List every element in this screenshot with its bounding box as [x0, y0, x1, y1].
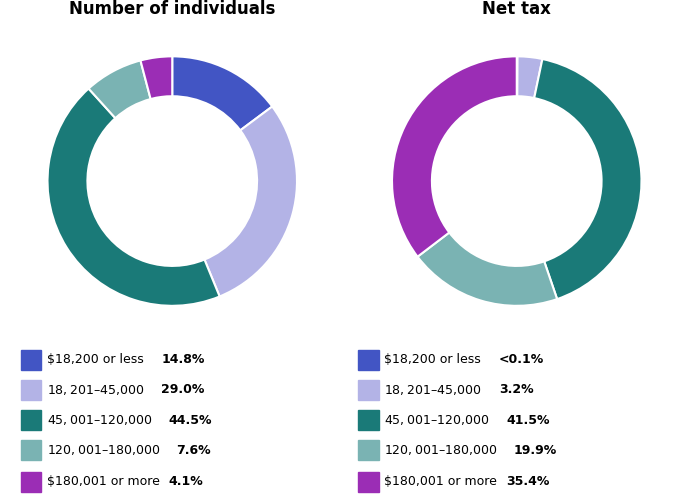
- Text: $180,001 or more: $180,001 or more: [384, 475, 502, 488]
- Text: $45,001–$120,000: $45,001–$120,000: [384, 413, 491, 427]
- Text: $18,200 or less: $18,200 or less: [47, 353, 147, 366]
- Text: 14.8%: 14.8%: [161, 353, 205, 366]
- Text: 3.2%: 3.2%: [499, 383, 534, 396]
- Wedge shape: [205, 107, 297, 296]
- Wedge shape: [392, 56, 517, 257]
- Wedge shape: [172, 56, 272, 130]
- Wedge shape: [48, 89, 220, 306]
- Text: $45,001–$120,000: $45,001–$120,000: [47, 413, 153, 427]
- Text: 35.4%: 35.4%: [506, 475, 550, 488]
- Text: $18,200 or less: $18,200 or less: [384, 353, 485, 366]
- Text: 29.0%: 29.0%: [161, 383, 205, 396]
- Title: Number of individuals: Number of individuals: [69, 0, 276, 18]
- Wedge shape: [517, 56, 542, 98]
- Text: 44.5%: 44.5%: [169, 413, 212, 427]
- Wedge shape: [141, 56, 172, 99]
- Text: 41.5%: 41.5%: [506, 413, 550, 427]
- Wedge shape: [534, 59, 641, 299]
- Title: Net tax: Net tax: [482, 0, 551, 18]
- Text: 7.6%: 7.6%: [176, 444, 211, 457]
- Wedge shape: [418, 232, 557, 306]
- Wedge shape: [89, 60, 151, 118]
- Text: $120,001–$180,000: $120,001–$180,000: [47, 443, 161, 457]
- Text: 19.9%: 19.9%: [514, 444, 557, 457]
- Text: $18,201–$45,000: $18,201–$45,000: [47, 383, 145, 397]
- Text: 4.1%: 4.1%: [169, 475, 204, 488]
- Text: $18,201–$45,000: $18,201–$45,000: [384, 383, 482, 397]
- Text: $180,001 or more: $180,001 or more: [47, 475, 164, 488]
- Text: <0.1%: <0.1%: [499, 353, 544, 366]
- Text: $120,001–$180,000: $120,001–$180,000: [384, 443, 499, 457]
